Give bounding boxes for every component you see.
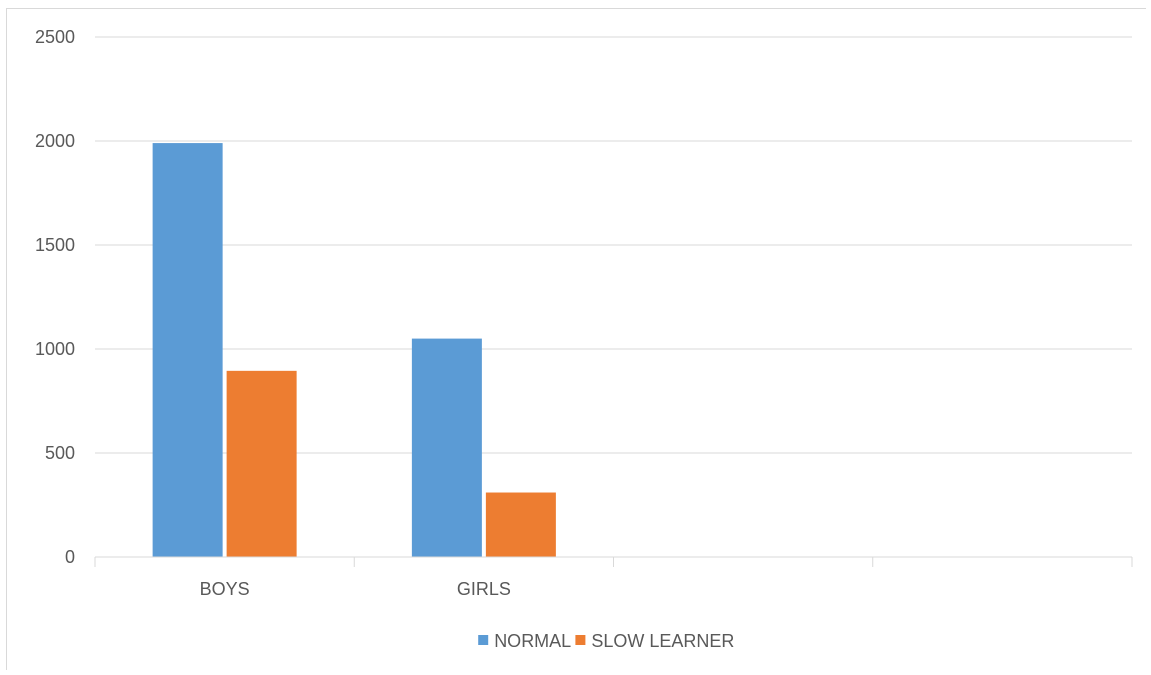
y-tick-label-1500: 1500 [35,235,75,255]
legend-label-slow-learner: SLOW LEARNER [591,631,734,651]
legend-label-normal: NORMAL [494,631,571,651]
x-axis-tick-marks [94,557,1133,567]
x-category-label-girls: GIRLS [457,579,511,599]
legend: NORMAL SLOW LEARNER [478,631,734,651]
x-category-label-boys: BOYS [200,579,250,599]
bar-girls-slow-learner [485,492,556,557]
bars [152,143,556,557]
y-axis-tick-labels: 0 500 1000 1500 2000 2500 [35,27,75,567]
y-tick-label-1000: 1000 [35,339,75,359]
y-tick-label-0: 0 [65,547,75,567]
y-tick-label-2500: 2500 [35,27,75,47]
bar-boys-normal [152,143,223,557]
legend-swatch-slow-learner [575,635,586,645]
y-tick-label-500: 500 [45,443,75,463]
bar-boys-slow-learner [226,370,297,557]
y-tick-label-2000: 2000 [35,131,75,151]
x-axis-category-labels: BOYS GIRLS [200,579,511,599]
legend-swatch-normal [478,635,489,645]
bar-girls-normal [411,338,482,557]
